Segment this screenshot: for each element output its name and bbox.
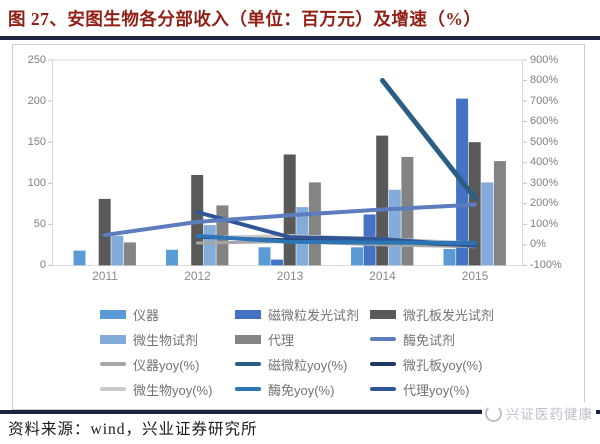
circle-logo-icon <box>485 404 502 422</box>
legend-item: 代理 <box>235 331 295 348</box>
legend-label: 微生物试剂 <box>133 332 199 348</box>
right-axis-tick-label: -100% <box>530 258 562 271</box>
right-axis-tick-label: 800% <box>530 74 559 87</box>
yoy-line <box>103 202 477 237</box>
legend-label: 仪器yoy(%) <box>133 357 200 373</box>
legend-line-swatch-icon <box>100 362 126 366</box>
legend-bar-swatch-icon <box>235 309 261 319</box>
bar-segment <box>481 182 494 266</box>
bar-segment <box>351 247 363 266</box>
bar-segment <box>376 135 389 266</box>
right-axis-tick-label: 900% <box>530 53 559 66</box>
x-axis-year-label: 2012 <box>184 269 211 283</box>
legend-item: 微生物yoy(%) <box>100 381 213 398</box>
right-axis-tick-label: 200% <box>530 197 559 210</box>
figure-title: 图 27、安图生物各分部收入（单位：百万元）及增速（%） <box>8 9 482 29</box>
legend-label: 酶免yoy(%) <box>268 382 335 398</box>
x-axis-year-label: 2015 <box>461 269 489 283</box>
legend-item: 代理yoy(%) <box>370 381 470 398</box>
top-divider <box>0 36 600 40</box>
legend-item: 磁微粒发光试剂 <box>235 306 360 323</box>
legend-label: 酶免试剂 <box>403 332 456 348</box>
legend-item: 酶免yoy(%) <box>235 381 335 398</box>
right-axis-tick-label: 700% <box>530 94 559 107</box>
legend-label: 仪器 <box>133 307 160 323</box>
bar-segment <box>443 249 456 266</box>
bar-segment <box>493 161 506 266</box>
bottom-divider <box>0 410 600 414</box>
bar-segment <box>73 250 86 266</box>
right-axis-tick-label: 600% <box>530 115 559 128</box>
legend-item: 磁微粒yoy(%) <box>235 356 348 373</box>
bar-segment <box>401 156 414 266</box>
legend-line-swatch-icon <box>100 387 126 391</box>
bar-segment <box>111 235 124 266</box>
left-axis-tick-label: 0 <box>39 258 46 271</box>
x-axis-year-label: 2013 <box>276 269 304 283</box>
bar-segment <box>388 189 401 266</box>
right-axis-tick-label: 400% <box>530 156 559 169</box>
chart-plot <box>48 59 527 266</box>
legend-label: 微生物yoy(%) <box>133 382 213 398</box>
left-axis-tick-label: 150 <box>27 135 46 148</box>
yoy-line <box>195 234 477 245</box>
legend-label: 微孔板yoy(%) <box>403 357 483 373</box>
legend-line-swatch-icon <box>235 362 261 366</box>
x-axis-year-label: 2014 <box>369 269 396 283</box>
legend-line-swatch-icon <box>370 337 396 341</box>
legend-item: 微孔板yoy(%) <box>370 356 483 373</box>
legend-item: 仪器 <box>100 306 160 323</box>
legend-bar-swatch-icon <box>100 334 126 344</box>
left-axis-tick-label: 100 <box>27 176 46 189</box>
bar-segment <box>308 182 321 266</box>
bar-segment <box>98 198 111 266</box>
left-axis-tick-label: 250 <box>27 53 46 66</box>
legend-bar-swatch-icon <box>370 309 396 319</box>
right-axis-tick-label: 500% <box>530 135 559 148</box>
bar-segment <box>258 247 271 266</box>
x-axis-year-label: 2011 <box>92 269 118 283</box>
legend-label: 代理 <box>268 332 295 348</box>
right-axis-tick-label: 0% <box>530 238 546 251</box>
legend-line-swatch-icon <box>370 387 396 391</box>
legend-item: 仪器yoy(%) <box>100 356 200 373</box>
yoy-line <box>380 78 478 201</box>
right-axis-tick-label: 100% <box>530 217 559 230</box>
left-axis-tick-label: 50 <box>33 217 46 230</box>
legend-line-swatch-icon <box>235 387 261 391</box>
legend-bar-swatch-icon <box>235 334 261 344</box>
legend-label: 磁微粒发光试剂 <box>268 307 360 323</box>
source-attribution: 资料来源：wind，兴业证券研究所 <box>8 421 258 438</box>
legend-item: 微孔板发光试剂 <box>370 306 495 323</box>
legend-label: 微孔板发光试剂 <box>403 307 495 323</box>
bar-segment <box>166 249 178 266</box>
bar-segment <box>283 154 296 266</box>
legend-item: 酶免试剂 <box>370 331 456 348</box>
right-axis-tick-label: 300% <box>530 176 559 189</box>
legend-item: 微生物试剂 <box>100 331 199 348</box>
legend-bar-swatch-icon <box>100 309 126 319</box>
legend-line-swatch-icon <box>370 362 396 366</box>
legend-label: 代理yoy(%) <box>403 382 470 398</box>
bar-segment <box>271 259 284 266</box>
publisher-watermark: 兴证医药健康 <box>482 402 596 424</box>
publisher-watermark-text: 兴证医药健康 <box>506 407 593 422</box>
legend-label: 磁微粒yoy(%) <box>268 357 348 373</box>
left-axis-tick-label: 200 <box>27 94 46 107</box>
bar-segment <box>123 242 136 266</box>
bar-segment <box>203 225 216 266</box>
